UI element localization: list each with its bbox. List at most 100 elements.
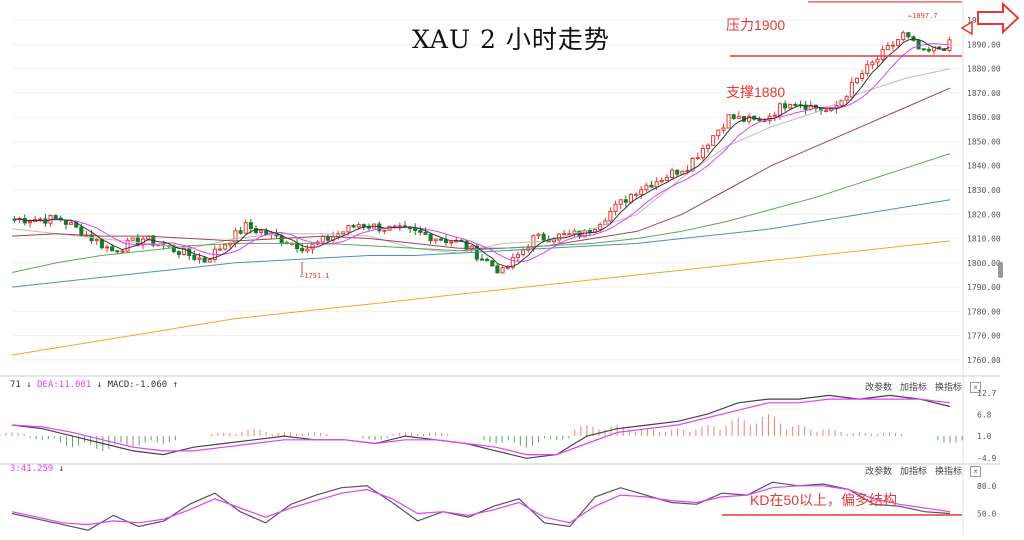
candle-body [906,32,911,38]
candle-body [747,115,752,122]
candle-body [870,61,875,66]
candle-body [557,233,562,241]
candle-body [901,32,906,41]
scrollbar-thumb[interactable] [998,262,1003,278]
y-tick-label: 1780.00 [967,307,1001,316]
candle-body [12,218,17,221]
candle-body [479,258,485,261]
candle-body [716,129,721,137]
candle-body [854,77,860,84]
kd-note: KD在50以上，偏多结构 [750,492,898,508]
candle-body [736,115,741,119]
kd-toolbar: 改参数 加指标 换指标 × [865,464,989,477]
macd-tick-label: -4.9 [977,454,996,463]
candle-body [515,254,520,259]
candle-body [634,193,639,196]
macd-add-indicator[interactable]: 加指标 [900,382,928,392]
candle-body [423,231,428,235]
candle-body [623,199,628,203]
candle-body [587,229,592,234]
macd-edit-params[interactable]: 改参数 [865,382,893,392]
arrow-right-icon [977,1,1020,35]
candle-body [726,114,731,129]
candle-body [295,242,300,250]
candle-body [202,257,207,263]
candle-body [69,222,74,225]
candle-body [259,230,264,234]
candle-body [536,233,541,237]
candle-body [705,144,711,149]
candle-body [279,235,284,244]
candle-body [551,239,556,243]
candle-body [300,248,305,252]
macd-value: MACD:-1.060 [107,380,168,390]
kd-close-icon[interactable]: × [970,466,982,477]
candle-body [613,203,618,212]
resistance-label: 压力1900 [726,17,786,33]
candle-body [921,48,926,51]
y-tick-label: 1850.00 [967,137,1001,146]
candle-body [803,104,808,110]
candle-body [490,260,495,267]
candle-body [120,250,125,253]
candle-body [135,237,140,245]
macd-header: 71 ↓ DEA:11.001 ↓ MACD:-1.060 ↑ [10,380,179,390]
candle-body [223,244,228,250]
ma60-line [11,153,951,273]
y-tick-label: 1890.00 [967,40,1001,49]
macd-dea: DEA:11.001 [37,380,92,390]
candle-body [130,237,135,241]
kd-d-line [11,485,951,526]
kd-header: 3:41.259 ↓ [10,464,65,474]
candle-body [711,135,716,146]
candle-body [53,214,58,219]
candle-body [192,254,197,260]
candle-body [27,221,33,224]
candle-body [413,228,418,231]
candle-body [824,109,829,112]
candle-body [485,258,490,262]
arrow-left-icon [960,20,973,36]
candle-body [890,44,895,47]
candle-body [721,127,726,131]
candle-body [207,258,212,263]
candle-body [695,157,700,160]
kd-tick-label: 80.0 [977,482,996,491]
candle-body [464,240,469,250]
candle-body [310,243,315,250]
candle-body [541,233,546,241]
macd-switch-indicator[interactable]: 换指标 [935,382,963,392]
candle-body [176,251,181,255]
ma5-line [14,38,950,268]
candle-body [217,248,223,251]
candle-body [926,48,931,52]
candle-body [433,238,438,242]
kd-edit-params[interactable]: 改参数 [865,466,893,476]
kd-switch-indicator[interactable]: 换指标 [935,466,963,476]
y-tick-label: 1830.00 [967,186,1001,195]
candle-body [104,246,110,249]
candle-body [628,193,634,203]
macd-tick-label: 6.8 [977,411,992,420]
candle-body [947,39,952,51]
support-label: 支撑1880 [726,84,786,100]
ma120-line [11,199,951,288]
y-tick-label: 1840.00 [967,162,1001,171]
candle-body [731,114,736,119]
y-tick-label: 1810.00 [967,235,1001,244]
kd-add-indicator[interactable]: 加指标 [900,466,928,476]
candle-body [444,239,449,244]
candle-body [243,222,248,234]
y-tick-label: 1790.00 [967,283,1001,292]
macd-close-icon[interactable]: × [970,382,982,393]
candle-body [567,233,572,236]
candle-body [777,103,782,116]
candle-body [382,229,387,232]
candle-body [510,257,515,268]
macd-toolbar: 改参数 加指标 换指标 × [865,380,989,393]
candle-body [608,210,613,222]
candle-body [562,233,567,236]
candle-body [916,39,921,50]
candle-body [94,239,99,242]
